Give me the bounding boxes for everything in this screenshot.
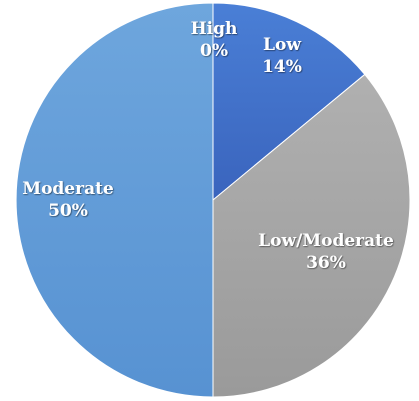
data-label-percent: 50% xyxy=(48,201,88,221)
data-label-category: Moderate xyxy=(22,179,114,199)
data-label-percent: 0% xyxy=(200,41,228,61)
data-label-category: Low/Moderate xyxy=(258,231,394,251)
data-label-percent: 14% xyxy=(262,57,302,77)
data-label-category: Low xyxy=(263,35,301,55)
data-label-low: Low 14% xyxy=(262,35,302,77)
data-label-low-moderate: Low/Moderate 36% xyxy=(258,231,394,273)
data-label-category: High xyxy=(191,19,238,39)
data-label-moderate: Moderate 50% xyxy=(22,179,114,221)
pie-slice-moderate xyxy=(15,2,214,398)
pie-slice-low-moderate xyxy=(212,73,411,398)
data-label-high: High 0% xyxy=(191,19,238,61)
data-label-percent: 36% xyxy=(306,253,346,273)
pie-slice-low xyxy=(212,2,366,202)
